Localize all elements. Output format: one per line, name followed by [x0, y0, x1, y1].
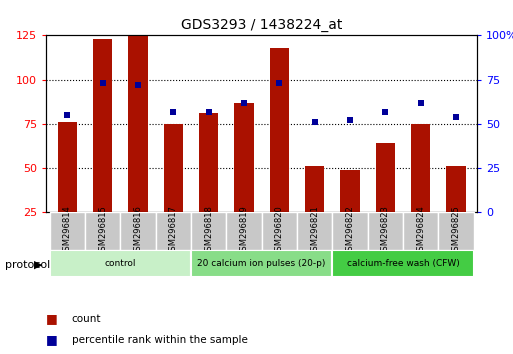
Bar: [93, 39, 112, 212]
Text: ■: ■: [46, 312, 58, 325]
Bar: [446, 166, 466, 212]
Bar: [155, 212, 191, 250]
Bar: [191, 250, 332, 277]
Text: GSM296823: GSM296823: [381, 206, 390, 256]
Bar: [368, 212, 403, 250]
Text: GSM296814: GSM296814: [63, 206, 72, 256]
Text: ▶: ▶: [34, 260, 43, 270]
Text: GSM296825: GSM296825: [451, 206, 460, 256]
Text: GSM296816: GSM296816: [133, 206, 143, 256]
Bar: [50, 250, 191, 277]
Text: 20 calcium ion pulses (20-p): 20 calcium ion pulses (20-p): [198, 259, 326, 268]
Text: GSM296820: GSM296820: [275, 206, 284, 256]
Bar: [85, 212, 121, 250]
Text: GSM296815: GSM296815: [98, 206, 107, 256]
Bar: [305, 166, 324, 212]
Bar: [376, 143, 395, 212]
Title: GDS3293 / 1438224_at: GDS3293 / 1438224_at: [181, 18, 342, 32]
Bar: [269, 48, 289, 212]
Bar: [50, 212, 85, 250]
Bar: [403, 212, 438, 250]
Bar: [332, 250, 473, 277]
Bar: [262, 212, 297, 250]
Bar: [128, 35, 148, 212]
Text: GSM296817: GSM296817: [169, 206, 178, 256]
Text: ■: ■: [46, 333, 58, 346]
Text: percentile rank within the sample: percentile rank within the sample: [72, 335, 248, 345]
Bar: [226, 212, 262, 250]
Bar: [57, 122, 77, 212]
Text: GSM296822: GSM296822: [345, 206, 354, 256]
Text: count: count: [72, 314, 102, 324]
Text: GSM296824: GSM296824: [416, 206, 425, 256]
Bar: [234, 103, 254, 212]
Bar: [332, 212, 368, 250]
Text: calcium-free wash (CFW): calcium-free wash (CFW): [347, 259, 459, 268]
Bar: [164, 124, 183, 212]
Bar: [121, 212, 155, 250]
Bar: [191, 212, 226, 250]
Text: control: control: [105, 259, 136, 268]
Text: GSM296818: GSM296818: [204, 206, 213, 256]
Bar: [411, 124, 430, 212]
Text: GSM296819: GSM296819: [240, 206, 248, 256]
Text: protocol: protocol: [5, 260, 50, 270]
Bar: [297, 212, 332, 250]
Bar: [199, 113, 219, 212]
Bar: [438, 212, 473, 250]
Text: GSM296821: GSM296821: [310, 206, 319, 256]
Bar: [340, 170, 360, 212]
